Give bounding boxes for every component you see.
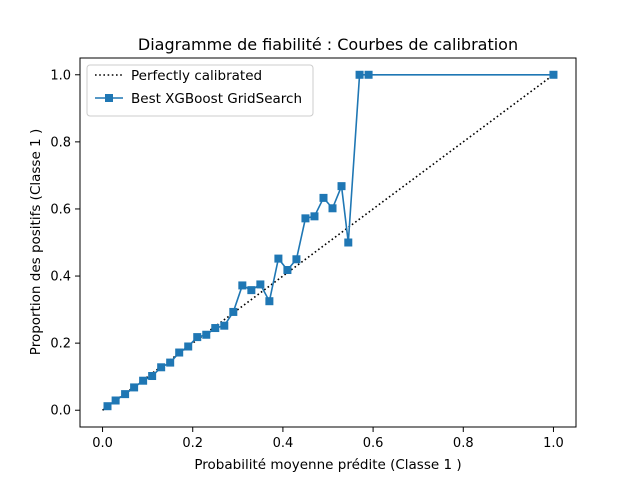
xgboost-data-point xyxy=(175,348,184,357)
xgboost-data-point xyxy=(184,342,193,351)
x-tick-label: 0.8 xyxy=(453,436,474,451)
x-tick-label: 0.0 xyxy=(92,436,113,451)
xgboost-data-point xyxy=(549,70,558,79)
xgboost-data-point xyxy=(364,70,373,79)
xgboost-data-point xyxy=(220,321,229,330)
xgboost-data-point xyxy=(193,333,202,342)
y-axis: 0.0 0.2 0.4 0.6 0.8 1.0 xyxy=(50,68,80,419)
y-tick-label: 0.8 xyxy=(50,135,71,150)
legend: Perfectly calibrated Best XGBoost GridSe… xyxy=(86,64,314,117)
x-tick-label: 0.6 xyxy=(363,436,384,451)
x-tick-label: 1.0 xyxy=(543,436,564,451)
xgboost-data-point xyxy=(292,255,301,264)
x-axis-label: Probabilité moyenne prédite (Classe 1 ) xyxy=(194,457,461,473)
xgboost-data-point xyxy=(202,330,211,339)
y-tick-label: 0.4 xyxy=(50,270,71,285)
xgboost-data-point xyxy=(283,266,292,275)
y-tick-label: 0.0 xyxy=(50,404,71,419)
x-tick-label: 0.2 xyxy=(182,436,203,451)
xgboost-data-point xyxy=(166,358,175,367)
y-tick-label: 0.2 xyxy=(50,337,71,352)
xgboost-data-point xyxy=(274,254,283,263)
chart-title: Diagramme de fiabilité : Courbes de cali… xyxy=(138,35,518,54)
plot-series xyxy=(102,70,558,411)
legend-marker-xgboost xyxy=(105,94,113,102)
y-tick-label: 1.0 xyxy=(50,68,71,83)
xgboost-data-point xyxy=(328,204,337,213)
x-axis: 0.0 0.2 0.4 0.6 0.8 1.0 xyxy=(92,427,564,451)
xgboost-data-point xyxy=(337,182,346,191)
xgboost-data-point xyxy=(319,193,328,202)
xgboost-data-point xyxy=(111,396,120,405)
xgboost-data-point xyxy=(103,402,112,411)
y-axis-label: Proportion des positifs (Classe 1 ) xyxy=(28,129,44,355)
xgboost-data-point xyxy=(344,238,353,247)
xgboost-data-point xyxy=(121,390,130,399)
xgboost-data-point xyxy=(157,363,166,372)
xgboost-data-point xyxy=(310,212,319,221)
xgboost-data-point xyxy=(139,376,148,385)
xgboost-data-point xyxy=(130,383,139,392)
xgboost-data-point xyxy=(256,280,265,289)
legend-label-xgboost: Best XGBoost GridSearch xyxy=(131,91,302,107)
legend-box xyxy=(86,64,314,117)
xgboost-data-point xyxy=(211,324,220,333)
plot-frame xyxy=(79,57,577,428)
legend-label-perfect: Perfectly calibrated xyxy=(131,68,262,84)
xgboost-data-point xyxy=(148,372,157,381)
xgboost-data-point xyxy=(265,297,274,306)
xgboost-data-point xyxy=(355,70,364,79)
x-tick-label: 0.4 xyxy=(273,436,294,451)
xgboost-data-point xyxy=(229,307,238,316)
xgboost-data-point xyxy=(238,281,247,290)
xgboost-data-point xyxy=(301,214,310,223)
xgboost-data-point xyxy=(247,286,256,295)
y-tick-label: 0.6 xyxy=(50,202,71,217)
